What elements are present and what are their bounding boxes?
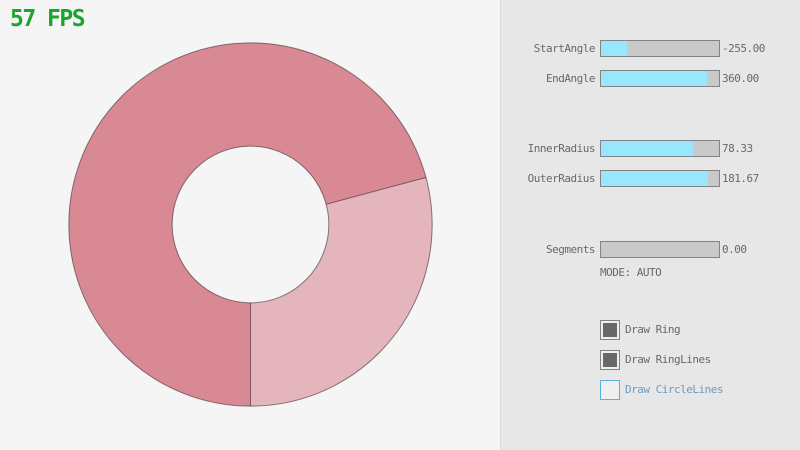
draw-ringlines-label: Draw RingLines bbox=[625, 353, 711, 366]
innerradius-label: InnerRadius bbox=[527, 142, 596, 155]
endangle-slider[interactable] bbox=[600, 70, 720, 87]
draw-circlelines-label: Draw CircleLines bbox=[625, 383, 723, 396]
startangle-slider[interactable] bbox=[600, 40, 720, 57]
draw-ring-checkbox[interactable] bbox=[600, 320, 620, 340]
fps-counter: 57 FPS bbox=[10, 6, 86, 32]
outerradius-slider-fill bbox=[601, 171, 709, 186]
innerradius-value: 78.33 bbox=[722, 142, 753, 155]
outerradius-slider[interactable] bbox=[600, 170, 720, 187]
draw-ring-label: Draw Ring bbox=[625, 323, 681, 336]
startangle-value: -255.00 bbox=[722, 42, 765, 55]
innerradius-slider-fill bbox=[601, 141, 694, 156]
checkbox-check-icon bbox=[603, 353, 617, 367]
ring-chart bbox=[68, 42, 433, 407]
mode-label: MODE: AUTO bbox=[600, 266, 662, 279]
outerradius-value: 181.67 bbox=[722, 172, 759, 185]
outerradius-label: OuterRadius bbox=[527, 172, 596, 185]
draw-ringlines-checkbox[interactable] bbox=[600, 350, 620, 370]
segments-label: Segments bbox=[546, 243, 595, 256]
segments-slider[interactable] bbox=[600, 241, 720, 258]
endangle-slider-fill bbox=[601, 71, 708, 86]
endangle-label: EndAngle bbox=[546, 72, 595, 85]
innerradius-slider[interactable] bbox=[600, 140, 720, 157]
segments-value: 0.00 bbox=[722, 243, 747, 256]
endangle-value: 360.00 bbox=[722, 72, 759, 85]
draw-circlelines-checkbox[interactable] bbox=[600, 380, 620, 400]
startangle-slider-fill bbox=[601, 41, 627, 56]
startangle-label: StartAngle bbox=[533, 42, 596, 55]
checkbox-check-icon bbox=[603, 323, 617, 337]
